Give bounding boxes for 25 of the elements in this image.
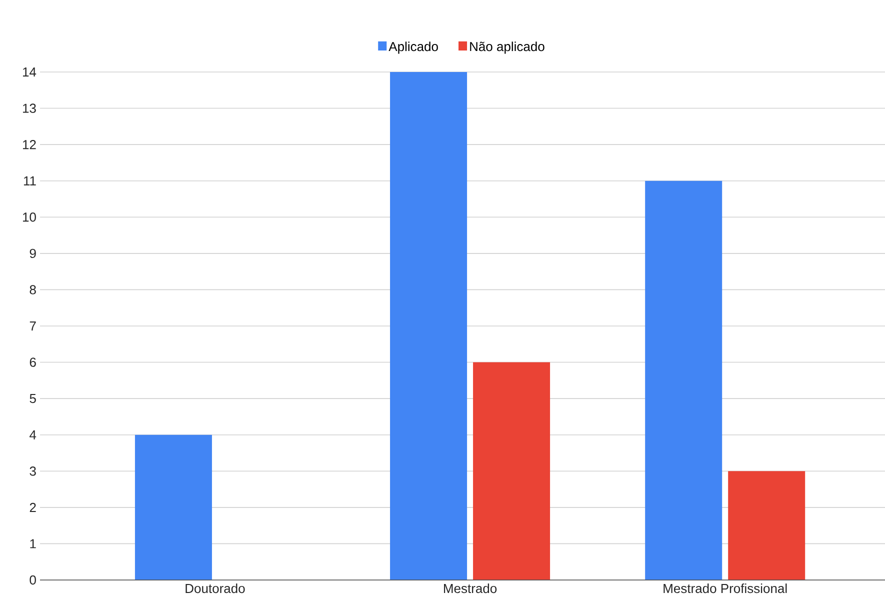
y-tick-label: 9 xyxy=(30,248,36,258)
y-tick-label: 11 xyxy=(24,176,36,186)
y-tick-label: 0 xyxy=(30,575,36,585)
y-tick-label: 8 xyxy=(30,285,36,294)
y-tick-label: 10 xyxy=(22,212,36,222)
y-tick-label: 2 xyxy=(30,502,36,512)
bar xyxy=(728,471,806,580)
x-tick-label: Mestrado xyxy=(444,584,497,594)
x-tick-label: Doutorado xyxy=(186,584,245,594)
bar xyxy=(134,434,212,580)
x-tick-label: Mestrado Profissional xyxy=(664,584,787,594)
y-tick-label: 13 xyxy=(22,104,36,113)
legend-label: Não aplicado xyxy=(470,42,544,54)
y-tick-label: 5 xyxy=(30,394,36,404)
y-tick-label: 14 xyxy=(22,68,36,76)
y-tick-label: 1 xyxy=(30,539,36,548)
y-tick-label: 7 xyxy=(30,322,36,330)
y-tick-label: 3 xyxy=(30,466,36,476)
legend-label: Aplicado xyxy=(388,42,438,54)
bar xyxy=(473,362,550,580)
y-tick-label: 6 xyxy=(30,358,36,367)
y-tick-label: 4 xyxy=(30,430,36,440)
bar xyxy=(390,72,468,580)
bar xyxy=(645,180,722,580)
y-tick-label: 12 xyxy=(22,140,36,150)
